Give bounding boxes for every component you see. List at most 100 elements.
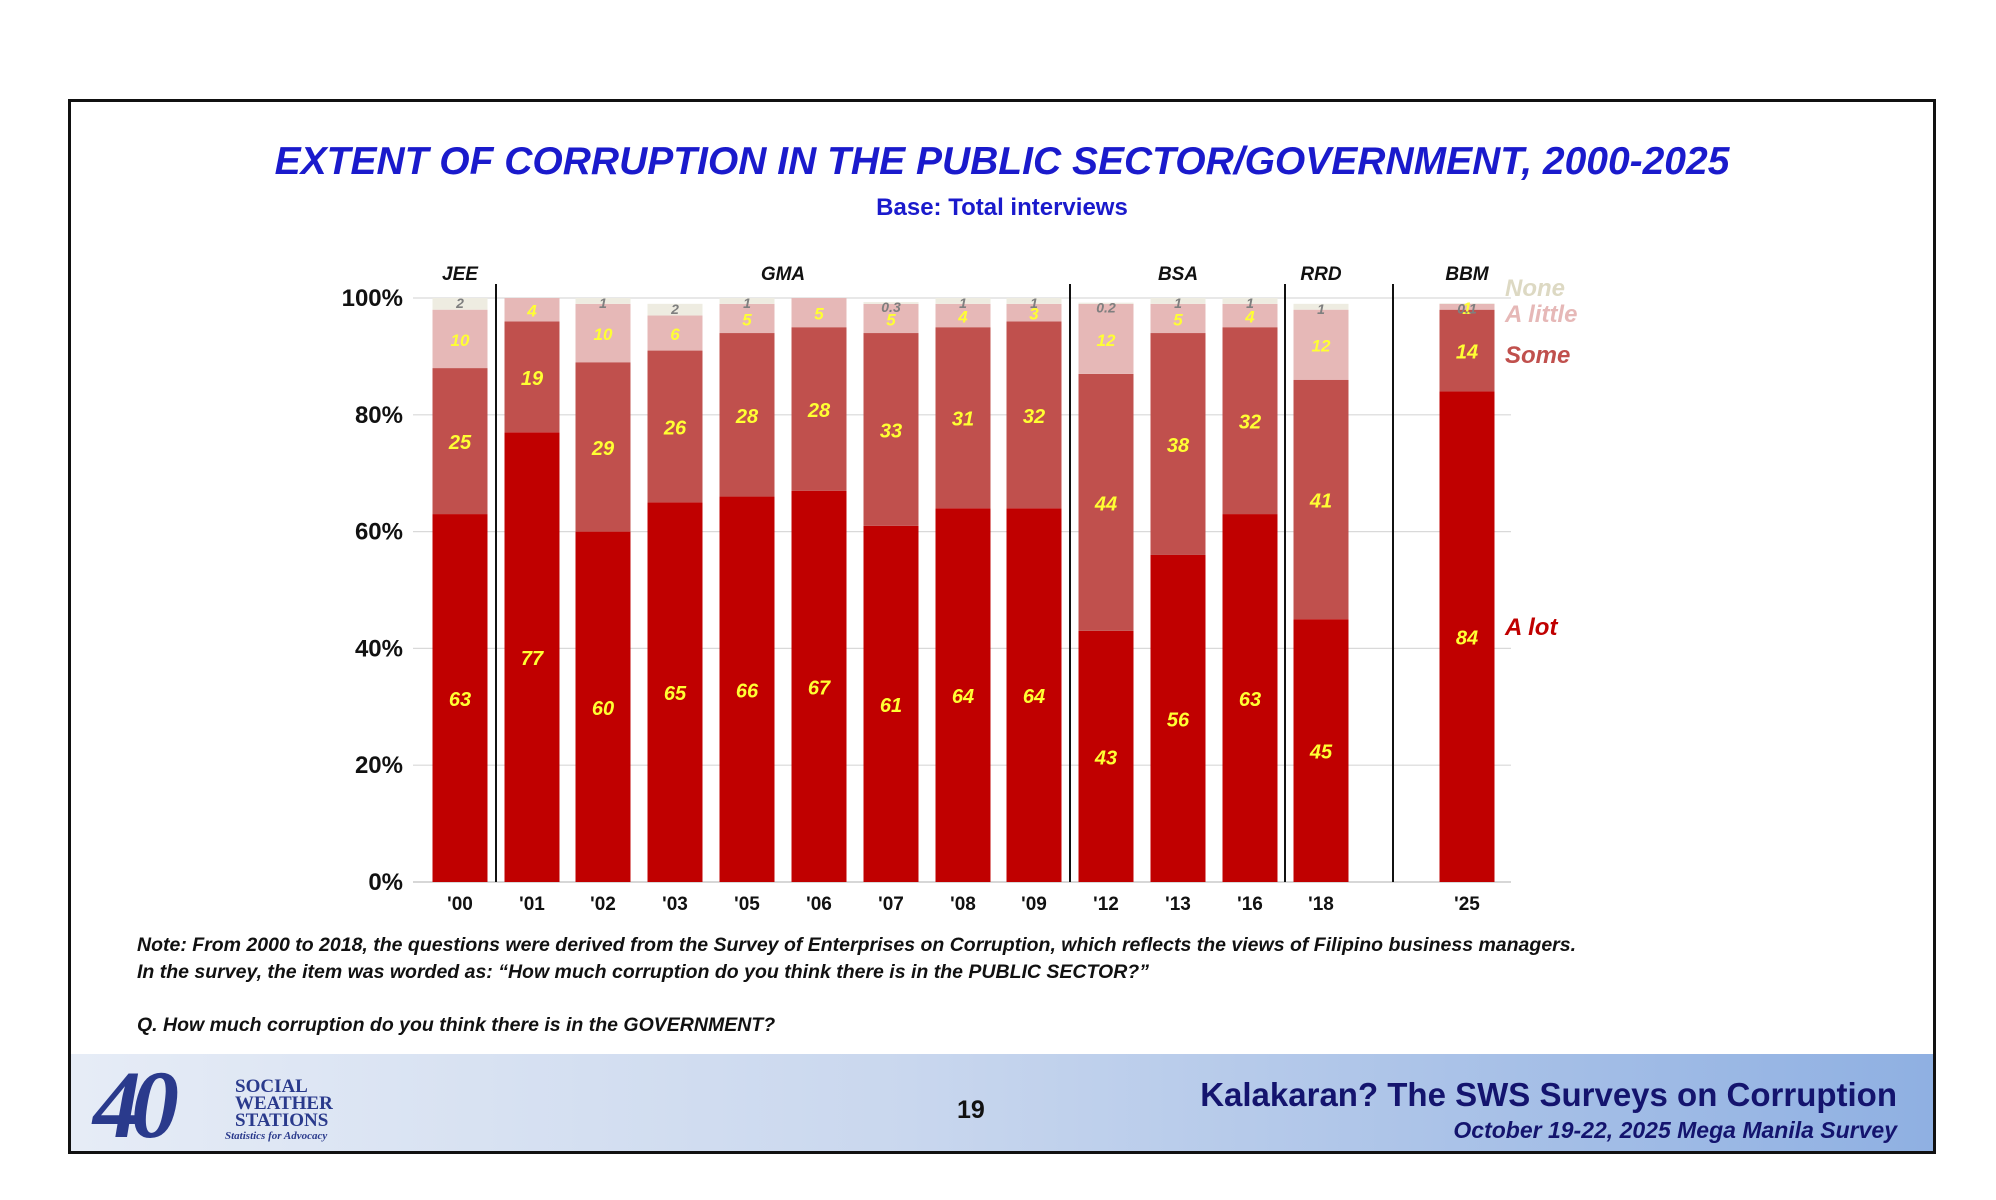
logo-line-3: STATIONS [235, 1110, 329, 1131]
administration-label: RRD [1300, 264, 1341, 285]
y-tick-label: 80% [355, 402, 403, 429]
bar-segment-none [1006, 298, 1062, 304]
data-label: 43 [1094, 747, 1117, 769]
data-label: 1 [1030, 295, 1038, 311]
bar-segment-a-lot [432, 514, 488, 882]
data-label: 19 [521, 368, 544, 390]
bar-segment-some [1222, 327, 1278, 515]
data-label: 63 [1239, 689, 1261, 711]
data-label: 10 [451, 331, 470, 350]
x-tick-label: '06 [806, 894, 832, 915]
data-label: 10 [594, 325, 613, 344]
bar-segment-a-lot [504, 432, 560, 882]
chart-title: EXTENT OF CORRUPTION IN THE PUBLIC SECTO… [274, 140, 1730, 183]
administration-label: GMA [761, 264, 805, 285]
data-label: 32 [1023, 406, 1045, 428]
data-label: 31 [952, 409, 974, 431]
logo-line-2: WEATHER [235, 1093, 333, 1114]
data-label: 1 [1462, 299, 1471, 318]
bar-segment-a-lot [1222, 514, 1278, 882]
bar-segment-some [1078, 373, 1134, 631]
legend-label: A little [1504, 301, 1577, 328]
bar-segment-none [1150, 298, 1206, 304]
y-tick-label: 100% [342, 285, 403, 312]
data-label: 29 [591, 438, 615, 460]
data-label: 26 [663, 417, 687, 439]
x-tick-label: '09 [1021, 894, 1047, 915]
bar-segment-none [647, 303, 703, 316]
bar-segment-none [575, 298, 631, 304]
bar-segment-a-little [1222, 303, 1278, 328]
sws-logo: 40 SOCIAL WEATHER STATIONS Statistics fo… [93, 1051, 383, 1151]
bar-segment-a-little [647, 315, 703, 351]
bar-segment-none [1293, 303, 1349, 310]
data-label: 0.3 [881, 299, 901, 315]
bar-segment-some [504, 321, 560, 433]
bar-segment-some [1006, 321, 1062, 509]
slide: EXTENT OF CORRUPTION IN THE PUBLIC SECTO… [68, 99, 1936, 1154]
logo-line-1: SOCIAL [235, 1076, 308, 1097]
y-tick-label: 40% [355, 635, 403, 662]
bar-segment-none [432, 298, 488, 310]
data-label: 1 [959, 295, 967, 311]
page-number: 19 [957, 1096, 985, 1124]
bar-segment-none [1222, 298, 1278, 304]
note-line-2: In the survey, the item was worded as: “… [137, 961, 1149, 983]
logo-40-mark: 40 [93, 1051, 179, 1154]
bar-segment-a-lot [791, 490, 847, 882]
x-tick-label: '18 [1308, 894, 1334, 915]
bar-segment-none [863, 302, 919, 304]
bar-segment-a-lot [1439, 391, 1495, 882]
data-label: 0.1 [1457, 300, 1477, 316]
bar-segment-some [1439, 309, 1495, 392]
bar-segment-a-little [1150, 303, 1206, 334]
data-label: 63 [449, 689, 471, 711]
bar-segment-a-little [1078, 303, 1134, 374]
x-tick-label: '25 [1454, 894, 1480, 915]
administration-label: BBM [1445, 264, 1489, 285]
bar-segment-a-little [1006, 303, 1062, 322]
data-label: 4 [1244, 308, 1255, 327]
chart-subtitle: Base: Total interviews [876, 194, 1128, 221]
stacked-bar-chart: 0% 20% 40% 60% 80% 100% '00 '01 '02 '03 '05 '06 '07 '… [342, 264, 1578, 915]
bar-segment-a-lot [647, 502, 703, 882]
data-label: 33 [880, 420, 902, 442]
footer-title: Kalakaran? The SWS Surveys on Corruption [1200, 1076, 1897, 1113]
bar-segment-a-little [791, 298, 847, 328]
bar-segment-a-little [504, 298, 560, 322]
question-text: Q. How much corruption do you think ther… [137, 1014, 776, 1036]
bar-segment-none [935, 298, 991, 304]
data-label: 60 [592, 698, 614, 720]
bar-segment-a-lot [1150, 554, 1206, 882]
data-label: 1 [1174, 295, 1182, 311]
bar-segment-a-little [935, 303, 991, 328]
bar-segment-some [647, 350, 703, 503]
data-label: 56 [1167, 709, 1190, 731]
administration-label: BSA [1158, 264, 1198, 285]
data-label: 65 [664, 683, 687, 705]
bar-segment-some [935, 327, 991, 509]
bar-segment-a-little [1439, 303, 1495, 310]
bar-segment-a-lot [935, 508, 991, 882]
bar-segment-a-lot [1078, 630, 1134, 882]
bar-segment-some [432, 368, 488, 515]
data-label: 77 [521, 648, 544, 670]
data-label: 25 [448, 432, 472, 454]
bar-segment-a-lot [575, 531, 631, 882]
bar-segment-a-lot [863, 525, 919, 882]
x-tick-label: '05 [734, 894, 760, 915]
data-label: 64 [1023, 686, 1045, 708]
bar-segment-some [1150, 333, 1206, 555]
x-tick-label: '07 [878, 894, 904, 915]
bar-segment-a-little [575, 303, 631, 363]
data-label: 45 [1309, 742, 1333, 764]
data-label: 5 [814, 305, 824, 324]
logo-tagline: Statistics for Advocacy [225, 1130, 328, 1142]
bar-segment-some [1293, 379, 1349, 620]
data-label: 4 [526, 302, 537, 321]
data-label: 4 [957, 308, 968, 327]
data-label: 2 [455, 295, 464, 311]
x-tick-label: '16 [1237, 894, 1263, 915]
y-tick-label: 60% [355, 519, 403, 546]
y-tick-label: 0% [368, 869, 403, 896]
